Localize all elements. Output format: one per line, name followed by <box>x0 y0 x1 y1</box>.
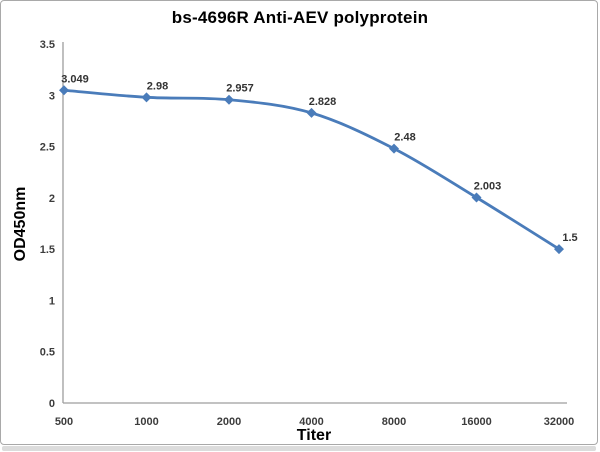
y-tick-label: 2 <box>49 193 55 205</box>
x-tick-label: 1000 <box>134 416 158 428</box>
y-tick-label: 2.5 <box>40 142 55 154</box>
data-point-label: 2.98 <box>147 80 168 92</box>
data-point-marker <box>224 94 234 105</box>
y-tick-label: 0.5 <box>40 347 55 359</box>
y-tick-label: 1.5 <box>40 244 55 256</box>
x-tick-label: 500 <box>55 416 73 428</box>
y-tick-label: 3 <box>49 90 55 102</box>
x-tick-label: 4000 <box>299 416 323 428</box>
x-tick-label: 32000 <box>544 416 575 428</box>
x-tick-label: 8000 <box>382 416 406 428</box>
data-point-marker <box>59 85 69 96</box>
data-point-label: 3.049 <box>61 73 89 85</box>
y-tick-label: 0 <box>49 398 55 410</box>
data-point-label: 1.5 <box>562 232 577 244</box>
x-axis-title: Titer <box>296 427 332 444</box>
chart-title: bs-4696R Anti-AEV polyprotein <box>171 8 429 27</box>
y-tick-label: 3.5 <box>40 39 55 51</box>
data-point-marker <box>141 92 152 103</box>
data-point-label: 2.957 <box>226 83 254 95</box>
data-point-marker <box>389 143 399 154</box>
data-point-label: 2.828 <box>309 96 337 108</box>
data-point-label: 2.003 <box>474 181 502 193</box>
data-point-label: 2.48 <box>394 132 415 144</box>
data-point-marker <box>471 192 482 203</box>
data-point-marker <box>306 107 317 118</box>
y-tick-label: 1 <box>49 295 55 307</box>
x-tick-label: 16000 <box>461 416 492 428</box>
x-tick-label: 2000 <box>217 416 241 428</box>
y-axis-title: OD450nm <box>12 186 29 262</box>
data-point-marker <box>554 244 564 255</box>
figure-bottom-shadow <box>2 446 596 451</box>
